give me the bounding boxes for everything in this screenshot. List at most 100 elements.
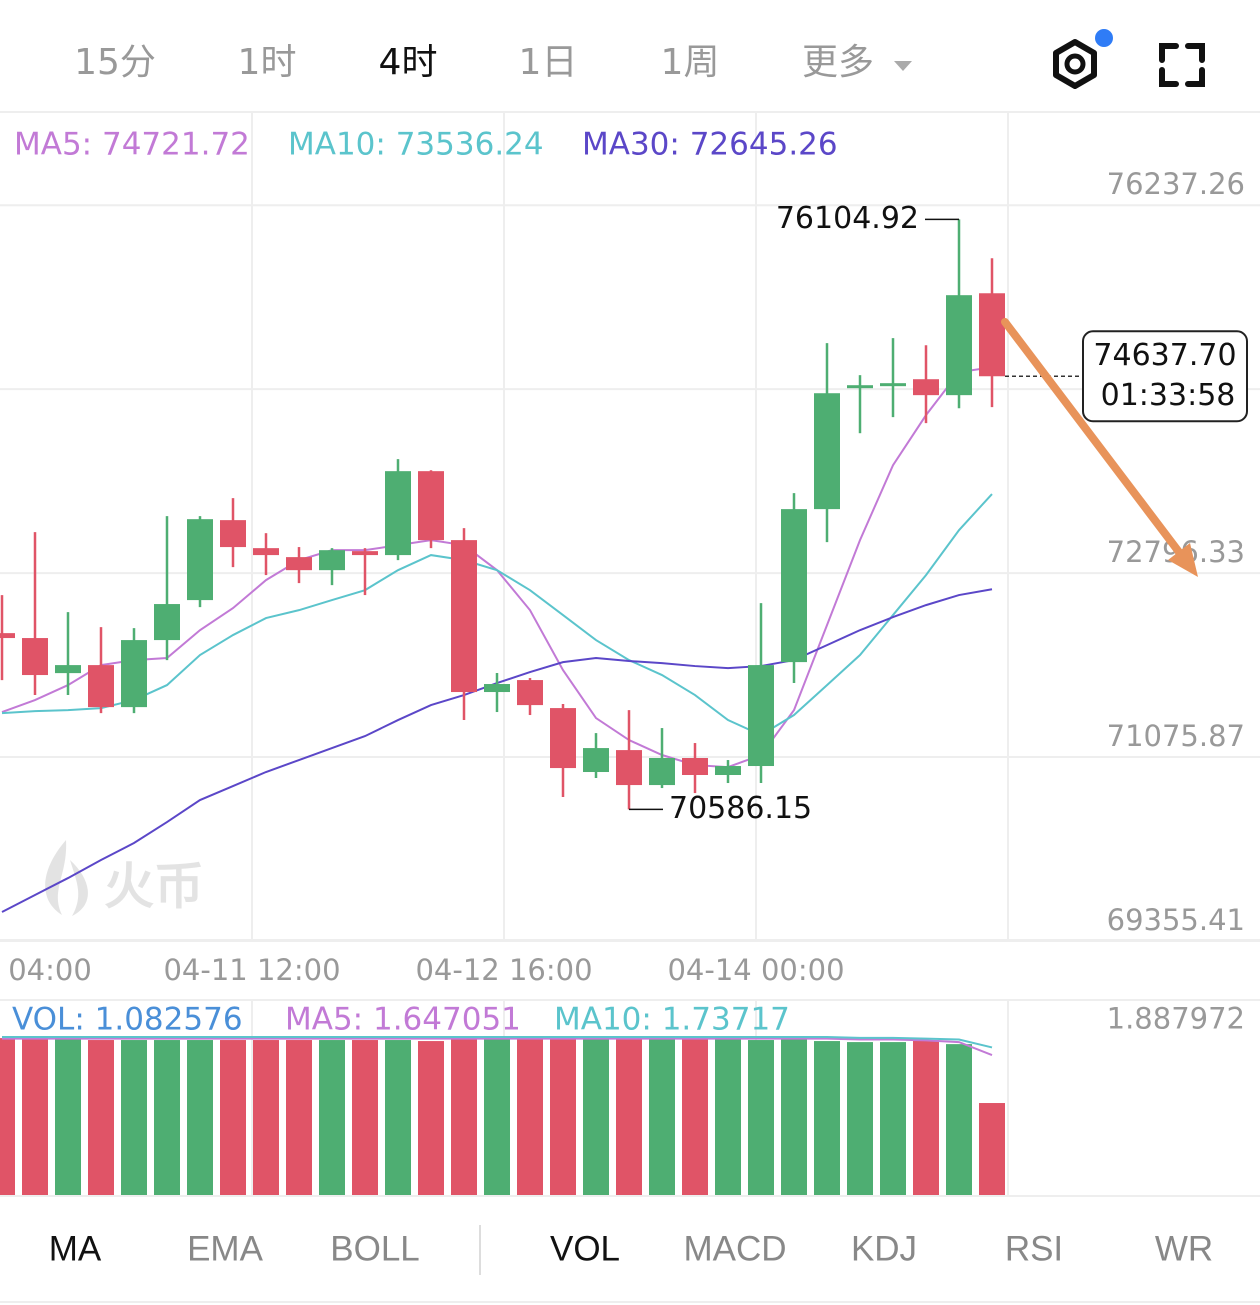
x-tick-label: 04-14 00:00 [667, 953, 844, 987]
ma-legend: MA10: 73536.24 [288, 127, 544, 163]
candle-body [484, 684, 510, 693]
volume-bar [55, 1036, 81, 1195]
candle-body [946, 295, 972, 396]
x-tick-label: 04:00 [8, 953, 92, 987]
volume-tick-label: 1.887972 [1107, 1002, 1245, 1036]
settings-center [1064, 53, 1086, 75]
candle-body [847, 385, 873, 389]
volume-bar [220, 1040, 246, 1195]
last-price-box [1082, 330, 1248, 423]
candle-body [121, 640, 147, 708]
candle-body [649, 758, 675, 786]
high-label: 76104.92 [776, 201, 919, 236]
low-label: 70586.15 [669, 791, 812, 826]
volume-bar [385, 1040, 411, 1195]
arrow-annotation [1001, 318, 1198, 577]
volume-bar [286, 1040, 312, 1195]
candle-body [550, 708, 576, 769]
fullscreen-icon[interactable] [1159, 43, 1205, 87]
volume-ma-legend: MA10: 1.73717 [554, 1002, 790, 1038]
volume-ma-line [2, 1035, 993, 1049]
candle-body [385, 471, 411, 556]
timeframe-tab[interactable]: 1日 [519, 42, 578, 83]
watermark-text: 火币 [104, 858, 204, 916]
volume-ma-legend: MA5: 1.647051 [285, 1002, 521, 1038]
notification-dot [1095, 29, 1113, 47]
corner [1159, 67, 1179, 87]
candle-body [55, 665, 81, 674]
candle-body [418, 471, 444, 541]
volume-bar [352, 1040, 378, 1195]
candle-body [22, 638, 48, 676]
volume-bar [253, 1040, 279, 1195]
indicator-tab[interactable]: WR [1155, 1229, 1213, 1268]
volume-bar [22, 1038, 48, 1195]
settings-icon[interactable] [1053, 29, 1113, 89]
timeframe-tab[interactable]: 更多 [802, 42, 874, 83]
x-tick-label: 04-12 16:00 [415, 953, 592, 987]
volume-bar [319, 1040, 345, 1195]
arrow-head [1168, 543, 1198, 577]
volume-bar [418, 1041, 444, 1195]
y-tick-label: 69355.41 [1107, 903, 1245, 937]
volume-bar [946, 1044, 972, 1195]
candle-body [451, 540, 477, 693]
indicator-tab[interactable]: EMA [187, 1229, 264, 1268]
indicator-tab[interactable]: VOL [550, 1229, 620, 1268]
volume-bar [154, 1040, 180, 1195]
candle-body [748, 665, 774, 767]
candle-body [88, 665, 114, 708]
indicator-tab[interactable]: BOLL [330, 1229, 420, 1268]
volume-bar [121, 1040, 147, 1195]
candle-body [814, 393, 840, 510]
volume-ma-line [2, 1037, 993, 1057]
candle-body [319, 550, 345, 571]
ma-legend: MA5: 74721.72 [14, 127, 250, 163]
candle-body [682, 758, 708, 776]
volume-bar [583, 1038, 609, 1195]
timeframe-tab[interactable]: 15分 [74, 42, 156, 83]
volume-bar [913, 1040, 939, 1195]
dropdown-arrow[interactable] [894, 61, 912, 71]
volume-bar [187, 1040, 213, 1195]
indicator-tab[interactable]: KDJ [851, 1229, 917, 1268]
indicator-tab[interactable]: MACD [683, 1229, 786, 1268]
candle-body [0, 633, 15, 639]
y-tick-label: 76237.26 [1107, 167, 1245, 201]
candle-body [220, 520, 246, 548]
watermark: 火币 [45, 840, 204, 916]
timeframe-tab[interactable]: 1周 [661, 42, 720, 83]
last-price-label: 74637.70 [1093, 338, 1236, 373]
volume-bar [847, 1042, 873, 1195]
candle-body [979, 293, 1005, 377]
volume-bar [451, 1038, 477, 1195]
timeframe-tab[interactable]: 1时 [238, 42, 297, 83]
arrow-shaft [1001, 318, 1186, 560]
ma-legend: MA30: 72645.26 [582, 127, 838, 163]
volume-bar [517, 1038, 543, 1195]
volume-bar [649, 1038, 675, 1195]
candle-body [781, 509, 807, 663]
volume-bar [484, 1038, 510, 1195]
volume-bar [979, 1103, 1005, 1195]
candle-body [583, 748, 609, 773]
timeframe-tab[interactable]: 4时 [379, 42, 438, 83]
indicator-tab[interactable]: MA [49, 1229, 102, 1268]
settings-hexagon [1053, 39, 1097, 89]
candle-body [352, 551, 378, 556]
corner [1185, 67, 1205, 87]
candle-body [616, 750, 642, 786]
countdown-label: 01:33:58 [1101, 378, 1236, 413]
candle-body [253, 548, 279, 556]
volume-bar [550, 1038, 576, 1195]
indicator-tab[interactable]: RSI [1005, 1229, 1063, 1268]
x-tick-label: 04-11 12:00 [163, 953, 340, 987]
volume-bar [748, 1040, 774, 1195]
volume-bar [88, 1040, 114, 1195]
candle-body [286, 557, 312, 571]
volume-legend: VOL: 1.082576 [12, 1002, 243, 1038]
volume-bar [0, 1038, 15, 1195]
volume-bar [715, 1038, 741, 1195]
ma-line [1, 493, 993, 737]
candle-body [913, 379, 939, 396]
